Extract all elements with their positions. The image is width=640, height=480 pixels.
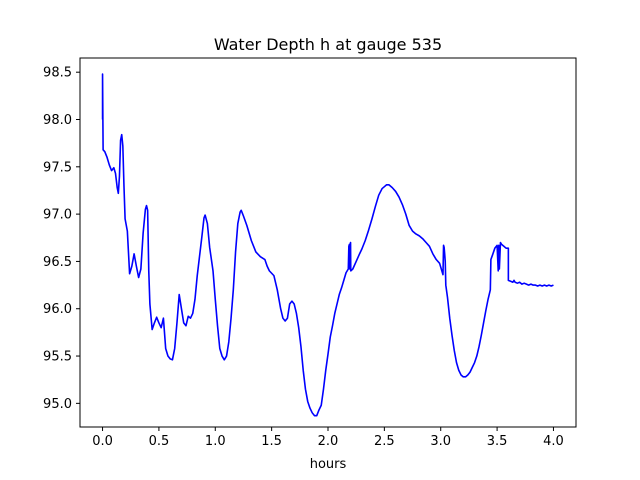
y-tick-label: 95.0	[43, 397, 72, 412]
y-tick-label: 97.0	[43, 208, 72, 223]
x-tick-label: 0.0	[92, 434, 113, 449]
x-tick-label: 1.5	[261, 434, 282, 449]
chart-title: Water Depth h at gauge 535	[214, 35, 442, 54]
series-line	[101, 73, 554, 417]
x-tick-label: 2.0	[318, 434, 339, 449]
x-tick-label: 3.0	[430, 434, 451, 449]
x-tick-label: 2.5	[374, 434, 395, 449]
y-tick-label: 98.5	[43, 66, 72, 81]
x-tick-label: 0.5	[149, 434, 170, 449]
x-tick-label: 4.0	[543, 434, 564, 449]
x-tick-label: 3.5	[487, 434, 508, 449]
y-axis: 95.0 95.5 96.0 96.5 97.0 97.5 98.0 98.5	[43, 66, 80, 412]
y-tick-label: 95.5	[43, 350, 72, 365]
x-axis-label: hours	[310, 457, 347, 472]
y-tick-label: 96.5	[43, 255, 72, 270]
x-axis: 0.0 0.5 1.0 1.5 2.0 2.5 3.0 3.5 4.0	[92, 427, 564, 449]
x-tick-label: 1.0	[205, 434, 226, 449]
axes-frame	[79, 57, 577, 428]
y-tick-label: 98.0	[43, 113, 72, 128]
y-tick-label: 97.5	[43, 160, 72, 175]
y-tick-label: 96.0	[43, 302, 72, 317]
